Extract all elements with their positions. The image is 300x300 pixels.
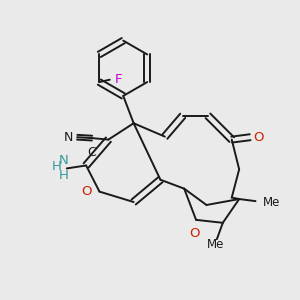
Text: H: H xyxy=(51,160,61,173)
Text: O: O xyxy=(254,131,264,144)
Text: N: N xyxy=(59,154,69,167)
Text: Me: Me xyxy=(263,196,280,208)
Text: O: O xyxy=(82,184,92,197)
Text: F: F xyxy=(115,73,123,86)
Text: H: H xyxy=(58,169,68,182)
Text: N: N xyxy=(63,131,73,144)
Text: Me: Me xyxy=(207,238,224,251)
Text: O: O xyxy=(189,227,200,240)
Text: C: C xyxy=(88,146,96,159)
